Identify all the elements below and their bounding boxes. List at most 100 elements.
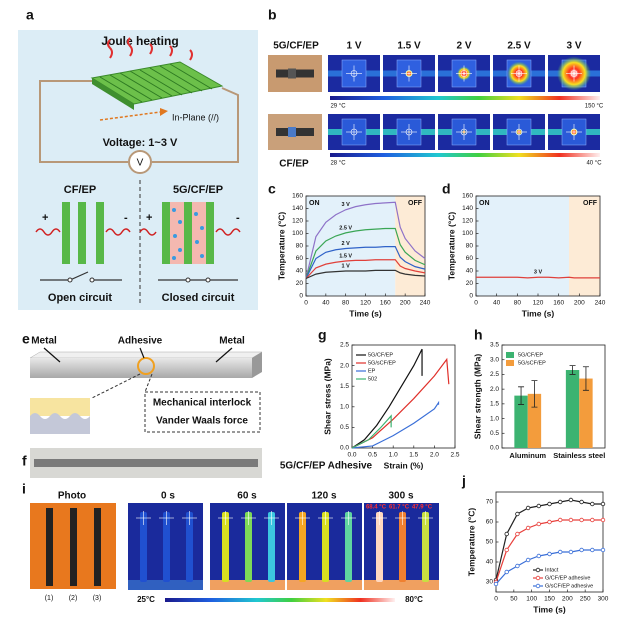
- series-label: 2 V: [342, 241, 351, 247]
- plot-frame: [351, 344, 456, 449]
- y-tick-label: 160: [462, 193, 473, 200]
- point: [579, 547, 584, 553]
- x-tick-label: 50: [510, 596, 518, 603]
- right-caption: Closed circuit: [162, 292, 235, 304]
- region-label: OFF: [583, 200, 598, 207]
- point: [547, 551, 552, 557]
- x-tick-label: 240: [420, 300, 431, 307]
- point: [515, 531, 520, 537]
- crosshair-ring: [350, 128, 358, 136]
- fiber: [184, 202, 192, 264]
- legend-label: EP: [368, 368, 376, 374]
- x-tick-label: 250: [580, 596, 591, 603]
- y-tick-label: 60: [486, 519, 494, 526]
- time-label: 60 s: [237, 491, 257, 502]
- x-tick-label: 200: [562, 596, 573, 603]
- point: [536, 521, 541, 527]
- y-tick-label: 0.5: [490, 430, 499, 437]
- y-tick-label: 140: [462, 205, 473, 212]
- y-tick-label: 3.5: [490, 342, 499, 349]
- category-label: Stainless steel: [553, 451, 605, 460]
- current-wave: [105, 228, 131, 236]
- x-tick-label: 40: [493, 300, 501, 307]
- minus-sign: -: [236, 212, 240, 224]
- thermal-rod: [376, 512, 383, 582]
- y-tick-label: 0.0: [340, 445, 349, 452]
- y-tick-label: 2.0: [340, 362, 349, 369]
- voltmeter: [128, 150, 152, 174]
- y-tick-label: 0.0: [490, 445, 499, 452]
- point: [536, 503, 541, 509]
- scale-min: 25°C: [137, 595, 155, 604]
- current-wave: [139, 228, 157, 236]
- y-tick-label: 3.0: [490, 356, 499, 363]
- arrow-head: [160, 108, 168, 116]
- crosshair-ring: [515, 70, 523, 77]
- y-tick-label: 2.5: [490, 371, 499, 378]
- voltage-label: 1.5 V: [397, 41, 421, 52]
- heater-strip: [364, 580, 439, 590]
- scale-max: 80°C: [405, 595, 423, 604]
- series-line: [476, 276, 600, 279]
- x-tick-label: 120: [360, 300, 371, 307]
- zoom-lines: [91, 373, 153, 399]
- metal-label: Metal: [219, 336, 245, 347]
- region: [306, 196, 396, 296]
- voltage-label: 2 V: [456, 41, 471, 52]
- legend-label: G/CF/EP adhesive: [545, 575, 590, 581]
- series-line: [305, 227, 426, 279]
- series-line: [351, 357, 450, 449]
- thermal-rod: [186, 512, 193, 582]
- plus-sign: +: [42, 212, 48, 224]
- y-tick-label: 100: [462, 230, 473, 237]
- direction-label: In-Plane (//): [172, 112, 219, 122]
- series-label: 3 V: [342, 202, 351, 208]
- panel-label: a: [26, 7, 34, 23]
- pointer-arrows: [43, 347, 233, 363]
- color-bar: [330, 153, 600, 157]
- thermal-rod: [140, 512, 147, 582]
- y-tick-label: 60: [296, 255, 304, 262]
- thermal-rod: [245, 512, 252, 582]
- point: [590, 517, 595, 523]
- x-tick-label: 0: [304, 300, 308, 307]
- point: [525, 557, 531, 563]
- adhesive-joint: [137, 357, 155, 375]
- fiber-lines: [99, 63, 213, 103]
- y-tick-label: 2.5: [340, 342, 349, 349]
- region: [395, 196, 425, 296]
- legend-label: G/sCF/EP adhesive: [545, 583, 593, 589]
- point: [504, 531, 509, 537]
- fiber: [162, 202, 170, 264]
- point: [504, 569, 509, 575]
- x-axis-label: Time (s): [522, 308, 555, 318]
- legend-marker: [535, 567, 541, 573]
- y-axis-label: Temperature (°C): [276, 212, 286, 281]
- x-tick-label: 160: [553, 300, 564, 307]
- crosshair-ring: [405, 70, 413, 77]
- y-tick-label: 1.5: [340, 383, 349, 390]
- series-line: [351, 414, 392, 449]
- x-tick-label: 200: [574, 300, 585, 307]
- point: [600, 547, 606, 553]
- y-axis-label: Temperature (°C): [446, 212, 456, 281]
- thermal-rod: [322, 512, 329, 582]
- error-bar: [582, 366, 589, 391]
- time-label: 0 s: [161, 491, 175, 502]
- point: [579, 517, 584, 523]
- sample-label: CF/EP: [279, 159, 309, 170]
- error-bar: [531, 380, 538, 408]
- scale-min: 28 °C: [330, 161, 346, 167]
- x-tick-label: 200: [400, 300, 411, 307]
- metal-bar: [30, 358, 252, 378]
- y-axis-label: Shear stress (MPa): [322, 358, 332, 435]
- series-line: [351, 400, 440, 449]
- y-tick-label: 120: [292, 218, 303, 225]
- panel-label: j: [461, 473, 466, 489]
- minus-sign: -: [124, 212, 128, 224]
- y-tick-label: 60: [466, 255, 474, 262]
- y-tick-label: 100: [292, 230, 303, 237]
- voltmeter-label: V: [137, 158, 144, 169]
- mechanism-box: [144, 391, 261, 433]
